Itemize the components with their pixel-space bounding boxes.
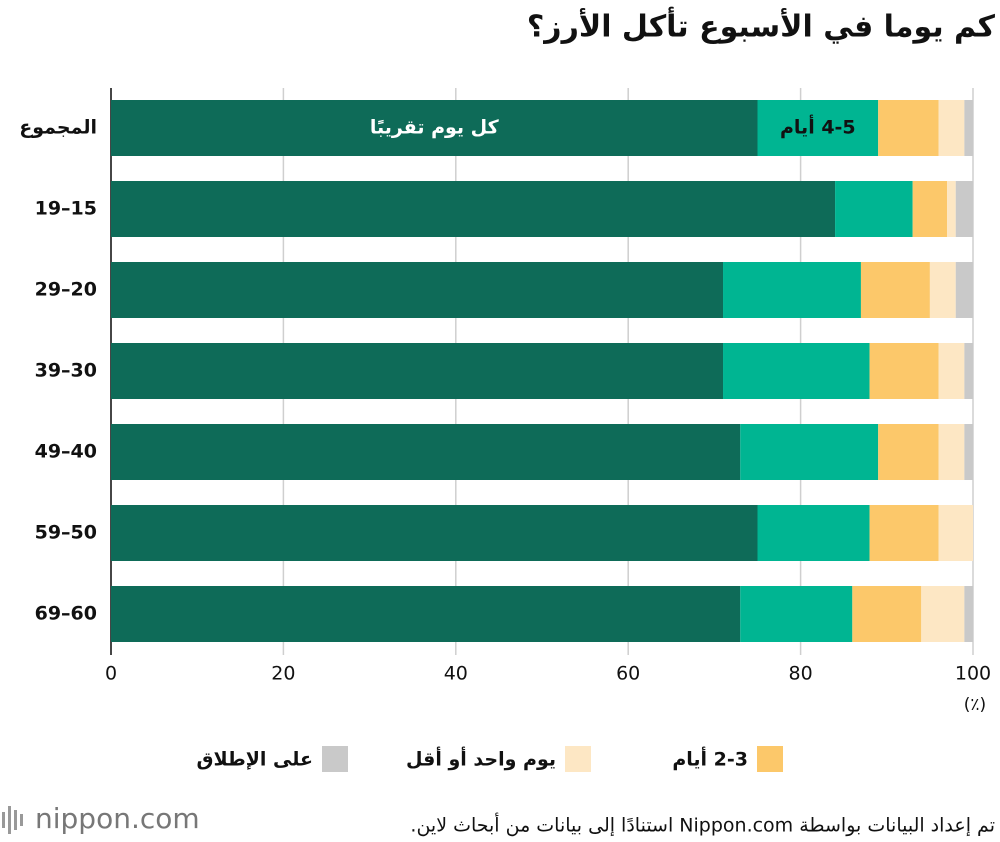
x-tick-label: 100 <box>955 663 991 685</box>
bar-segment <box>947 181 956 237</box>
bar-segment <box>964 343 973 399</box>
bar-segment <box>938 505 973 561</box>
bar-segment <box>740 586 853 642</box>
bar-segment <box>111 424 741 480</box>
segment-label: 4-5 أيام <box>780 115 856 139</box>
logo: nippon.com <box>35 802 200 835</box>
bar-segment <box>964 424 973 480</box>
bar-segment <box>740 424 879 480</box>
bar-segment <box>111 343 724 399</box>
bar-segment <box>757 100 879 156</box>
bar-segment <box>938 424 965 480</box>
y-tick-label: 15–19 <box>35 198 97 220</box>
chart-title: كم يوما في الأسبوع تأكل الأرز؟ <box>527 7 996 45</box>
x-tick-label: 0 <box>105 663 117 685</box>
bar-segment <box>964 586 973 642</box>
bar-segment <box>860 262 930 318</box>
bar-segment <box>757 505 870 561</box>
bar-segment <box>878 424 939 480</box>
legend-label: يوم واحد أو أقل <box>406 747 556 771</box>
bar-segment <box>111 262 724 318</box>
y-tick-label: 30–39 <box>35 360 97 382</box>
bar-segment <box>111 505 758 561</box>
bar-segment <box>955 181 973 237</box>
bar-segment <box>878 100 939 156</box>
unit-label: (٪) <box>964 695 986 715</box>
bar-segment <box>111 586 741 642</box>
bar-segment <box>723 262 861 318</box>
legend-swatch <box>757 746 783 772</box>
bar-segment <box>111 181 836 237</box>
legend-swatch <box>565 746 591 772</box>
segment-label: كل يوم تقريبًا <box>370 117 500 139</box>
y-tick-label: المجموع <box>19 117 97 139</box>
logo-icon <box>2 806 23 834</box>
x-tick-label: 80 <box>789 663 813 685</box>
bar-segment <box>835 181 913 237</box>
bar-segment <box>938 100 965 156</box>
legend-swatch <box>322 746 348 772</box>
bar-segment <box>921 586 965 642</box>
x-tick-label: 20 <box>271 663 295 685</box>
bar-segment <box>869 505 939 561</box>
y-tick-label: 60–69 <box>35 603 97 625</box>
y-tick-label: 50–59 <box>35 522 97 544</box>
bar-segment <box>852 586 922 642</box>
x-tick-label: 40 <box>444 663 468 685</box>
bar-segment <box>723 343 870 399</box>
bar-segment <box>938 343 965 399</box>
source-note: تم إعداد البيانات بواسطة Nippon.com استن… <box>410 813 995 838</box>
y-tick-label: 20–29 <box>35 279 97 301</box>
bar-segment <box>869 343 939 399</box>
legend-label: على الإطلاق <box>196 749 313 771</box>
bar-segment <box>912 181 948 237</box>
y-tick-label: 40–49 <box>35 441 97 463</box>
legend-label: 2-3 أيام <box>672 747 748 771</box>
bar-segment <box>111 100 758 156</box>
bar-segment <box>929 262 956 318</box>
bar-segment <box>955 262 973 318</box>
bar-segment <box>964 100 973 156</box>
x-tick-label: 60 <box>616 663 640 685</box>
